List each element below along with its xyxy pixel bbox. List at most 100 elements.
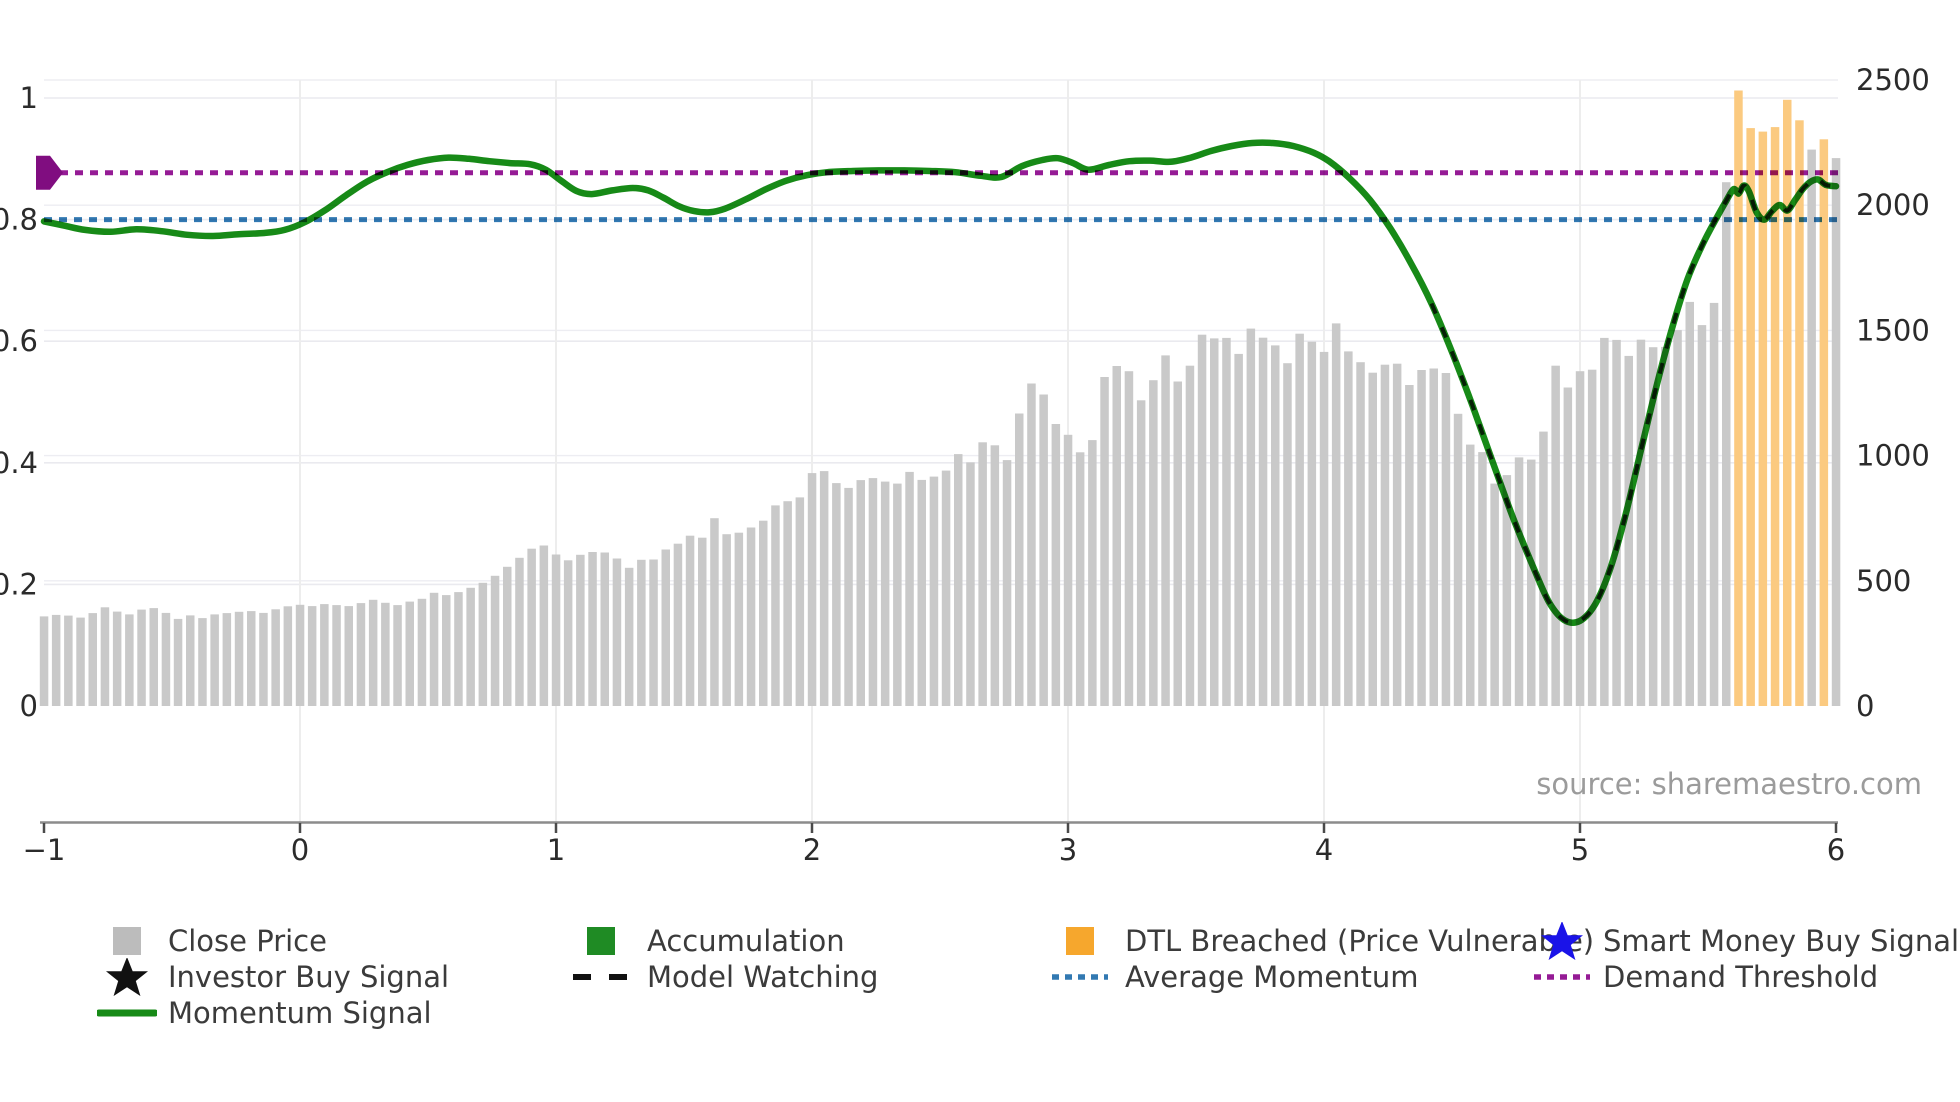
x-tick-label: 1	[547, 833, 565, 867]
bar-close-price	[1368, 372, 1377, 706]
bar-close-price	[1685, 301, 1694, 706]
bar-close-price	[490, 575, 500, 706]
bar-close-price	[1075, 452, 1085, 706]
bar-close-price	[1100, 377, 1109, 706]
bar-close-price	[271, 609, 280, 706]
bar-close-price	[1697, 325, 1707, 706]
close-price-square-icon	[113, 927, 141, 955]
accumulation-square-icon	[587, 927, 615, 955]
bar-close-price	[1161, 355, 1170, 706]
bar-close-price	[88, 613, 97, 706]
legend-item-dtl-breached: DTL Breached (Price Vulnerable)	[1050, 922, 1594, 960]
legend-item-momentum-signal: Momentum Signal	[97, 994, 432, 1032]
x-tick-label: −1	[23, 833, 66, 867]
legend-item-demand-threshold: Demand Threshold	[1532, 958, 1878, 996]
bar-close-price	[1173, 381, 1182, 706]
bar-close-price	[198, 618, 207, 706]
bar-close-price	[1661, 346, 1670, 706]
bar-close-price	[722, 534, 731, 706]
bar-close-price	[1149, 380, 1158, 706]
x-tick-label: 6	[1827, 833, 1845, 867]
legend-label-average-momentum: Average Momentum	[1125, 960, 1419, 994]
bar-close-price	[429, 592, 439, 706]
legend-item-close-price: Close Price	[97, 922, 327, 960]
bar-close-price	[234, 611, 244, 706]
bar-dtl-breached	[1746, 128, 1755, 707]
bar-close-price	[1539, 431, 1548, 706]
bar-close-price	[624, 567, 634, 706]
bar-close-price	[161, 612, 171, 706]
bar-close-price	[649, 559, 658, 706]
bar-close-price	[539, 545, 549, 706]
bar-close-price	[1722, 182, 1731, 706]
bar-close-price	[783, 501, 792, 706]
bar-close-price	[1575, 371, 1585, 706]
bar-close-price	[1356, 362, 1365, 706]
bar-close-price	[771, 505, 780, 706]
y-right-tick-label: 0	[1856, 689, 1874, 723]
bar-close-price	[1234, 353, 1243, 706]
bar-close-price	[685, 535, 695, 706]
bar-close-price	[1709, 302, 1719, 706]
bar-close-price	[1563, 387, 1573, 706]
legend-label-smart-money-buy-signal: Smart Money Buy Signal	[1603, 924, 1960, 958]
bar-close-price	[1222, 337, 1231, 706]
x-tick-label: 3	[1059, 833, 1077, 867]
bar-close-price	[1466, 444, 1475, 706]
y-left-tick-label: 0	[20, 689, 38, 723]
bar-close-price	[1612, 339, 1621, 706]
bar-close-price	[734, 532, 744, 706]
bar-close-price	[1039, 394, 1048, 706]
x-tick-label: 5	[1571, 833, 1589, 867]
bar-close-price	[210, 614, 219, 706]
bar-close-price	[112, 611, 122, 706]
bar-close-price	[1331, 323, 1341, 706]
bar-close-price	[100, 607, 110, 706]
bar-close-price	[941, 470, 951, 706]
x-tick-label: 2	[803, 833, 821, 867]
bar-close-price	[746, 527, 756, 706]
bar-close-price	[1490, 483, 1499, 706]
bar-close-price	[1027, 383, 1036, 706]
bar-close-price	[1295, 333, 1304, 706]
bar-close-price	[332, 605, 341, 706]
y-left-tick-label: 0.2	[0, 567, 38, 601]
bar-close-price	[149, 608, 158, 706]
investor-buy-signal-star-icon	[106, 958, 148, 996]
legend-item-model-watching: Model Watching	[571, 958, 878, 996]
model-watching-dashes-icon	[573, 974, 629, 980]
bar-close-price	[759, 520, 768, 706]
bar-close-price	[1392, 363, 1402, 706]
bar-close-price	[807, 473, 817, 706]
bar-close-price	[1088, 440, 1097, 706]
dtl-breached-square-icon	[1066, 927, 1094, 955]
bar-close-price	[1673, 330, 1682, 706]
bar-close-price	[563, 560, 573, 706]
bar-close-price	[307, 606, 317, 706]
bar-close-price	[1307, 341, 1317, 706]
bar-close-price	[1648, 347, 1658, 706]
bar-close-price	[954, 454, 963, 706]
y-right-tick-label: 1000	[1856, 439, 1930, 473]
legend-label-model-watching: Model Watching	[647, 960, 879, 994]
bar-close-price	[710, 518, 719, 706]
bar-close-price	[795, 497, 805, 706]
bar-close-price	[125, 614, 134, 706]
demand-threshold-dots-icon	[1534, 974, 1590, 980]
bar-close-price	[1478, 452, 1487, 706]
bar-close-price	[454, 592, 463, 706]
bar-close-price	[1197, 334, 1207, 706]
bar-close-price	[344, 606, 353, 706]
bar-close-price	[1514, 457, 1524, 706]
y-left-tick-label: 0.6	[0, 324, 38, 358]
bar-close-price	[1136, 400, 1146, 706]
x-tick-label: 0	[291, 833, 309, 867]
demand-threshold-start-marker	[36, 155, 63, 190]
bar-close-price	[819, 471, 829, 706]
bar-close-price	[929, 476, 939, 706]
bar-close-price	[1453, 413, 1463, 706]
y-right-tick-label: 2500	[1856, 63, 1930, 97]
bar-dtl-breached	[1758, 131, 1768, 707]
bar-close-price	[320, 604, 329, 706]
